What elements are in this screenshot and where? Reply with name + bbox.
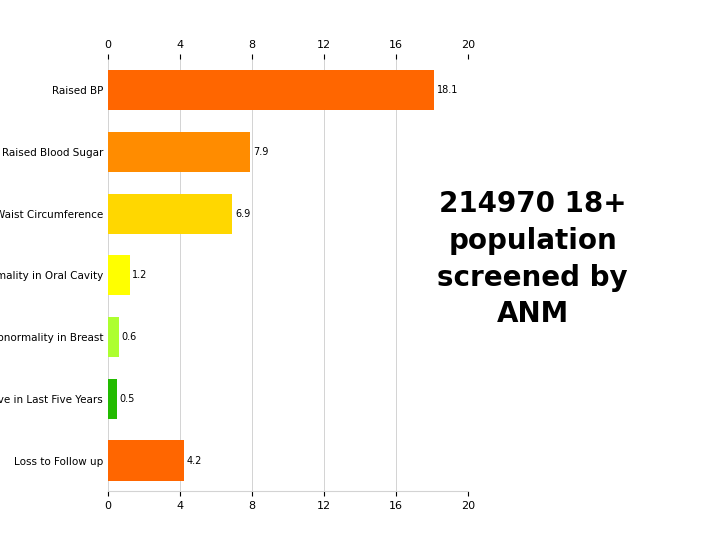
Text: 18.1: 18.1 — [436, 85, 458, 95]
Text: 1.2: 1.2 — [132, 271, 148, 280]
Bar — [108, 317, 119, 357]
Bar — [108, 132, 251, 172]
Text: 0.5: 0.5 — [120, 394, 135, 404]
Bar — [108, 441, 184, 481]
Text: 214970 18+
population
screened by
ANM: 214970 18+ population screened by ANM — [438, 190, 628, 328]
Text: 6.9: 6.9 — [235, 208, 250, 219]
Bar — [108, 379, 117, 419]
Text: 7.9: 7.9 — [253, 147, 269, 157]
Text: 0.6: 0.6 — [122, 332, 137, 342]
Bar — [108, 194, 232, 234]
Bar — [108, 255, 130, 295]
Bar — [108, 70, 433, 110]
Text: 4.2: 4.2 — [186, 456, 202, 465]
